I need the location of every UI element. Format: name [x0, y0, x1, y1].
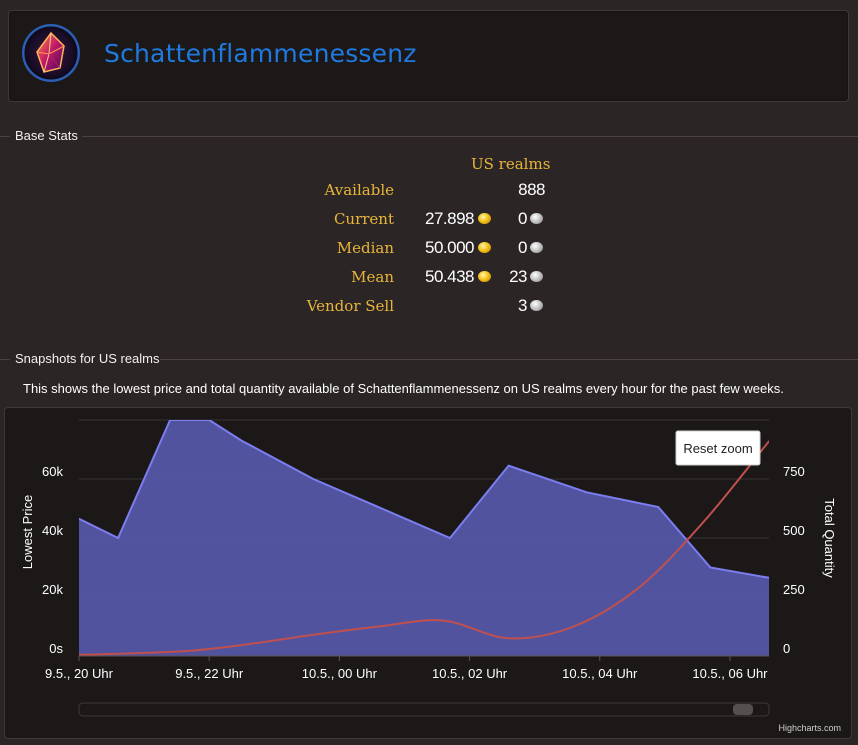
lowest-price-point [208, 420, 210, 421]
stats-label-available: Available [324, 181, 394, 199]
total-quantity-point [572, 625, 575, 628]
silver-coin-icon [530, 300, 543, 311]
total-quantity-point [182, 650, 184, 653]
stats-gold-mean: 50.438 [425, 267, 475, 286]
total-quantity-point [768, 440, 769, 443]
y-right-tick-label: 750 [783, 464, 805, 479]
y-left-tick-label: 0s [49, 641, 63, 656]
stats-gold-median: 50.000 [425, 238, 475, 257]
lowest-price-point [657, 506, 660, 508]
item-header: Schattenflammenessenz [8, 10, 849, 102]
total-quantity-point [638, 586, 640, 589]
y-left-tick-label: 40k [42, 523, 63, 538]
base-stats-title: Base Stats [15, 128, 78, 143]
stats-label-vendor-sell: Vendor Sell [306, 297, 394, 315]
total-quantity-point [442, 619, 445, 622]
shadowflame-essence-icon [22, 24, 80, 82]
chart-scrollbar-handle[interactable] [733, 704, 753, 715]
chart-scrollbar-track[interactable] [78, 702, 770, 717]
stats-label-mean: Mean [351, 268, 394, 286]
x-tick-label: 10.5., 06 Uhr [692, 666, 768, 681]
y-axis-left-label: Lowest Price [20, 495, 35, 569]
lowest-price-point [768, 577, 769, 579]
reset-zoom-label[interactable]: Reset zoom [683, 441, 752, 456]
x-tick-label: 10.5., 04 Uhr [562, 666, 638, 681]
silver-coin-icon [530, 213, 543, 224]
x-tick-label: 10.5., 02 Uhr [432, 666, 508, 681]
lowest-price-point [709, 566, 712, 569]
total-quantity-point [312, 633, 315, 636]
price-quantity-chart[interactable]: 0s 20k 40k 60k 0 250 500 750 9.5., 20 Uhr 9.5., 2… [4, 407, 852, 739]
gold-coin-icon [478, 242, 491, 253]
y-left-tick-label: 60k [42, 464, 63, 479]
y-right-tick-label: 500 [783, 523, 805, 538]
total-quantity-point [377, 625, 380, 628]
reset-zoom-button[interactable]: Reset zoom [675, 430, 761, 466]
lowest-price-point [507, 464, 510, 467]
x-tick-label: 9.5., 22 Uhr [175, 666, 244, 681]
stats-silver-mean: 23 [509, 267, 527, 286]
total-quantity-point [79, 654, 80, 656]
gold-coin-icon [478, 271, 491, 282]
stats-silver-median: 0 [518, 238, 527, 257]
chart-credits[interactable]: Highcharts.com [778, 723, 841, 733]
stats-silver-current: 0 [518, 209, 527, 228]
x-tick-label: 9.5., 20 Uhr [45, 666, 114, 681]
total-quantity-point [703, 520, 705, 523]
y-right-tick-label: 0 [783, 641, 790, 656]
snapshots-title: Snapshots for US realms [15, 351, 160, 366]
stats-column-header: US realms [471, 155, 551, 173]
stats-label-current: Current [333, 210, 394, 228]
lowest-price-point [79, 518, 80, 520]
stats-gold-current: 27.898 [425, 209, 475, 228]
y-axis-right-title: Total Quantity [822, 498, 837, 578]
gold-coin-icon [478, 213, 491, 224]
lowest-price-point [240, 439, 243, 442]
lowest-price-point [117, 537, 119, 539]
lowest-price-line [79, 420, 769, 579]
y-axis-left-title: Lowest Price [20, 495, 35, 569]
lowest-price-point [312, 478, 315, 480]
stats-silver-vendor-sell: 3 [518, 296, 527, 315]
reset-zoom-button-bg[interactable] [675, 430, 761, 466]
item-title: Schattenflammenessenz [104, 39, 417, 68]
x-tick-label: 10.5., 00 Uhr [302, 666, 378, 681]
total-quantity-point [507, 637, 510, 640]
snapshots-section-title: Snapshots for US realms [0, 350, 858, 370]
total-quantity-point [247, 643, 250, 645]
stats-value-available: 888 [518, 180, 545, 199]
y-axis-right-label: Total Quantity [822, 498, 837, 578]
lowest-price-point [585, 491, 588, 494]
lowest-price-area [79, 420, 769, 656]
chart-axes: 0s 20k 40k 60k 0 250 500 750 9.5., 20 Uhr 9.5., 2… [42, 464, 805, 681]
silver-coin-icon [530, 271, 543, 282]
base-stats-section-title: Base Stats [0, 127, 858, 147]
chart-series [79, 420, 769, 656]
y-left-tick-label: 20k [42, 582, 63, 597]
lowest-price-point [449, 537, 451, 539]
snapshots-description: This shows the lowest price and total qu… [23, 381, 784, 396]
stats-label-median: Median [336, 239, 394, 257]
lowest-price-point [169, 420, 171, 421]
y-right-tick-label: 250 [783, 582, 805, 597]
silver-coin-icon [530, 242, 543, 253]
chart-canvas[interactable]: 0s 20k 40k 60k 0 250 500 750 9.5., 20 Uhr 9.5., 2… [5, 408, 851, 738]
